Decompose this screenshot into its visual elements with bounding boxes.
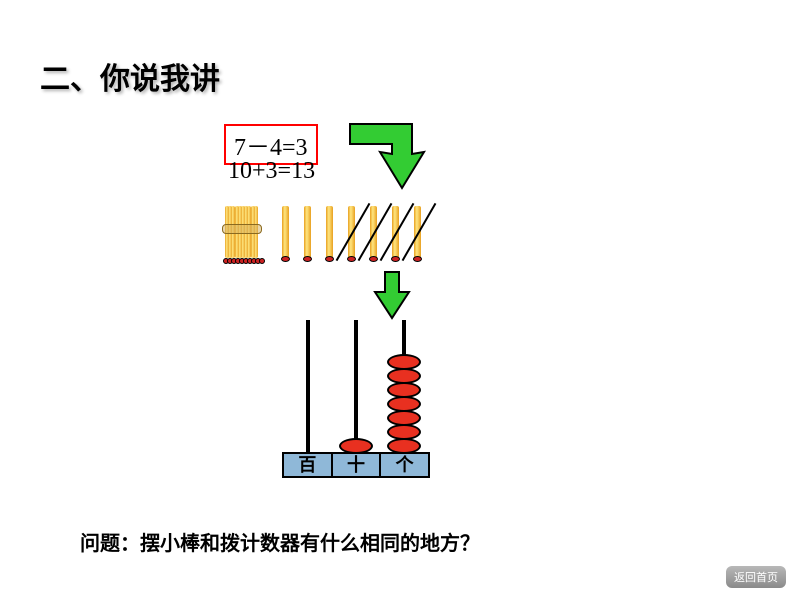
abacus-bead [387,424,421,440]
stick-tip [281,256,290,262]
abacus-bead [387,368,421,384]
bundle-tie [222,224,262,234]
abacus-base: 百十个 [282,452,430,478]
stick-tip [369,256,378,262]
abacus-place-label: 十 [333,454,382,476]
abacus-place-label: 百 [284,454,333,476]
stick-tip [413,256,422,262]
stick-tip [303,256,312,262]
stick-tip [325,256,334,262]
abacus-place-label: 个 [381,454,428,476]
question-text: 问题：摆小棒和拨计数器有什么相同的地方？ [80,527,480,556]
abacus-rod [306,320,310,454]
loose-stick [304,206,311,258]
abacus-bead [387,354,421,370]
abacus-rod [354,320,358,454]
loose-stick [282,206,289,258]
abacus-bead [387,396,421,412]
abacus-bead [387,382,421,398]
loose-stick [326,206,333,258]
arrow-down-2 [0,0,1,1]
stick-tip [347,256,356,262]
stick-tip [391,256,400,262]
return-home-button[interactable]: 返回首页 [726,566,786,588]
equation-plain: 10+3=13 [228,158,315,185]
bundle-base-dots [223,258,265,264]
section-heading: 二、你说我讲 [40,54,220,98]
abacus-bead [387,410,421,426]
